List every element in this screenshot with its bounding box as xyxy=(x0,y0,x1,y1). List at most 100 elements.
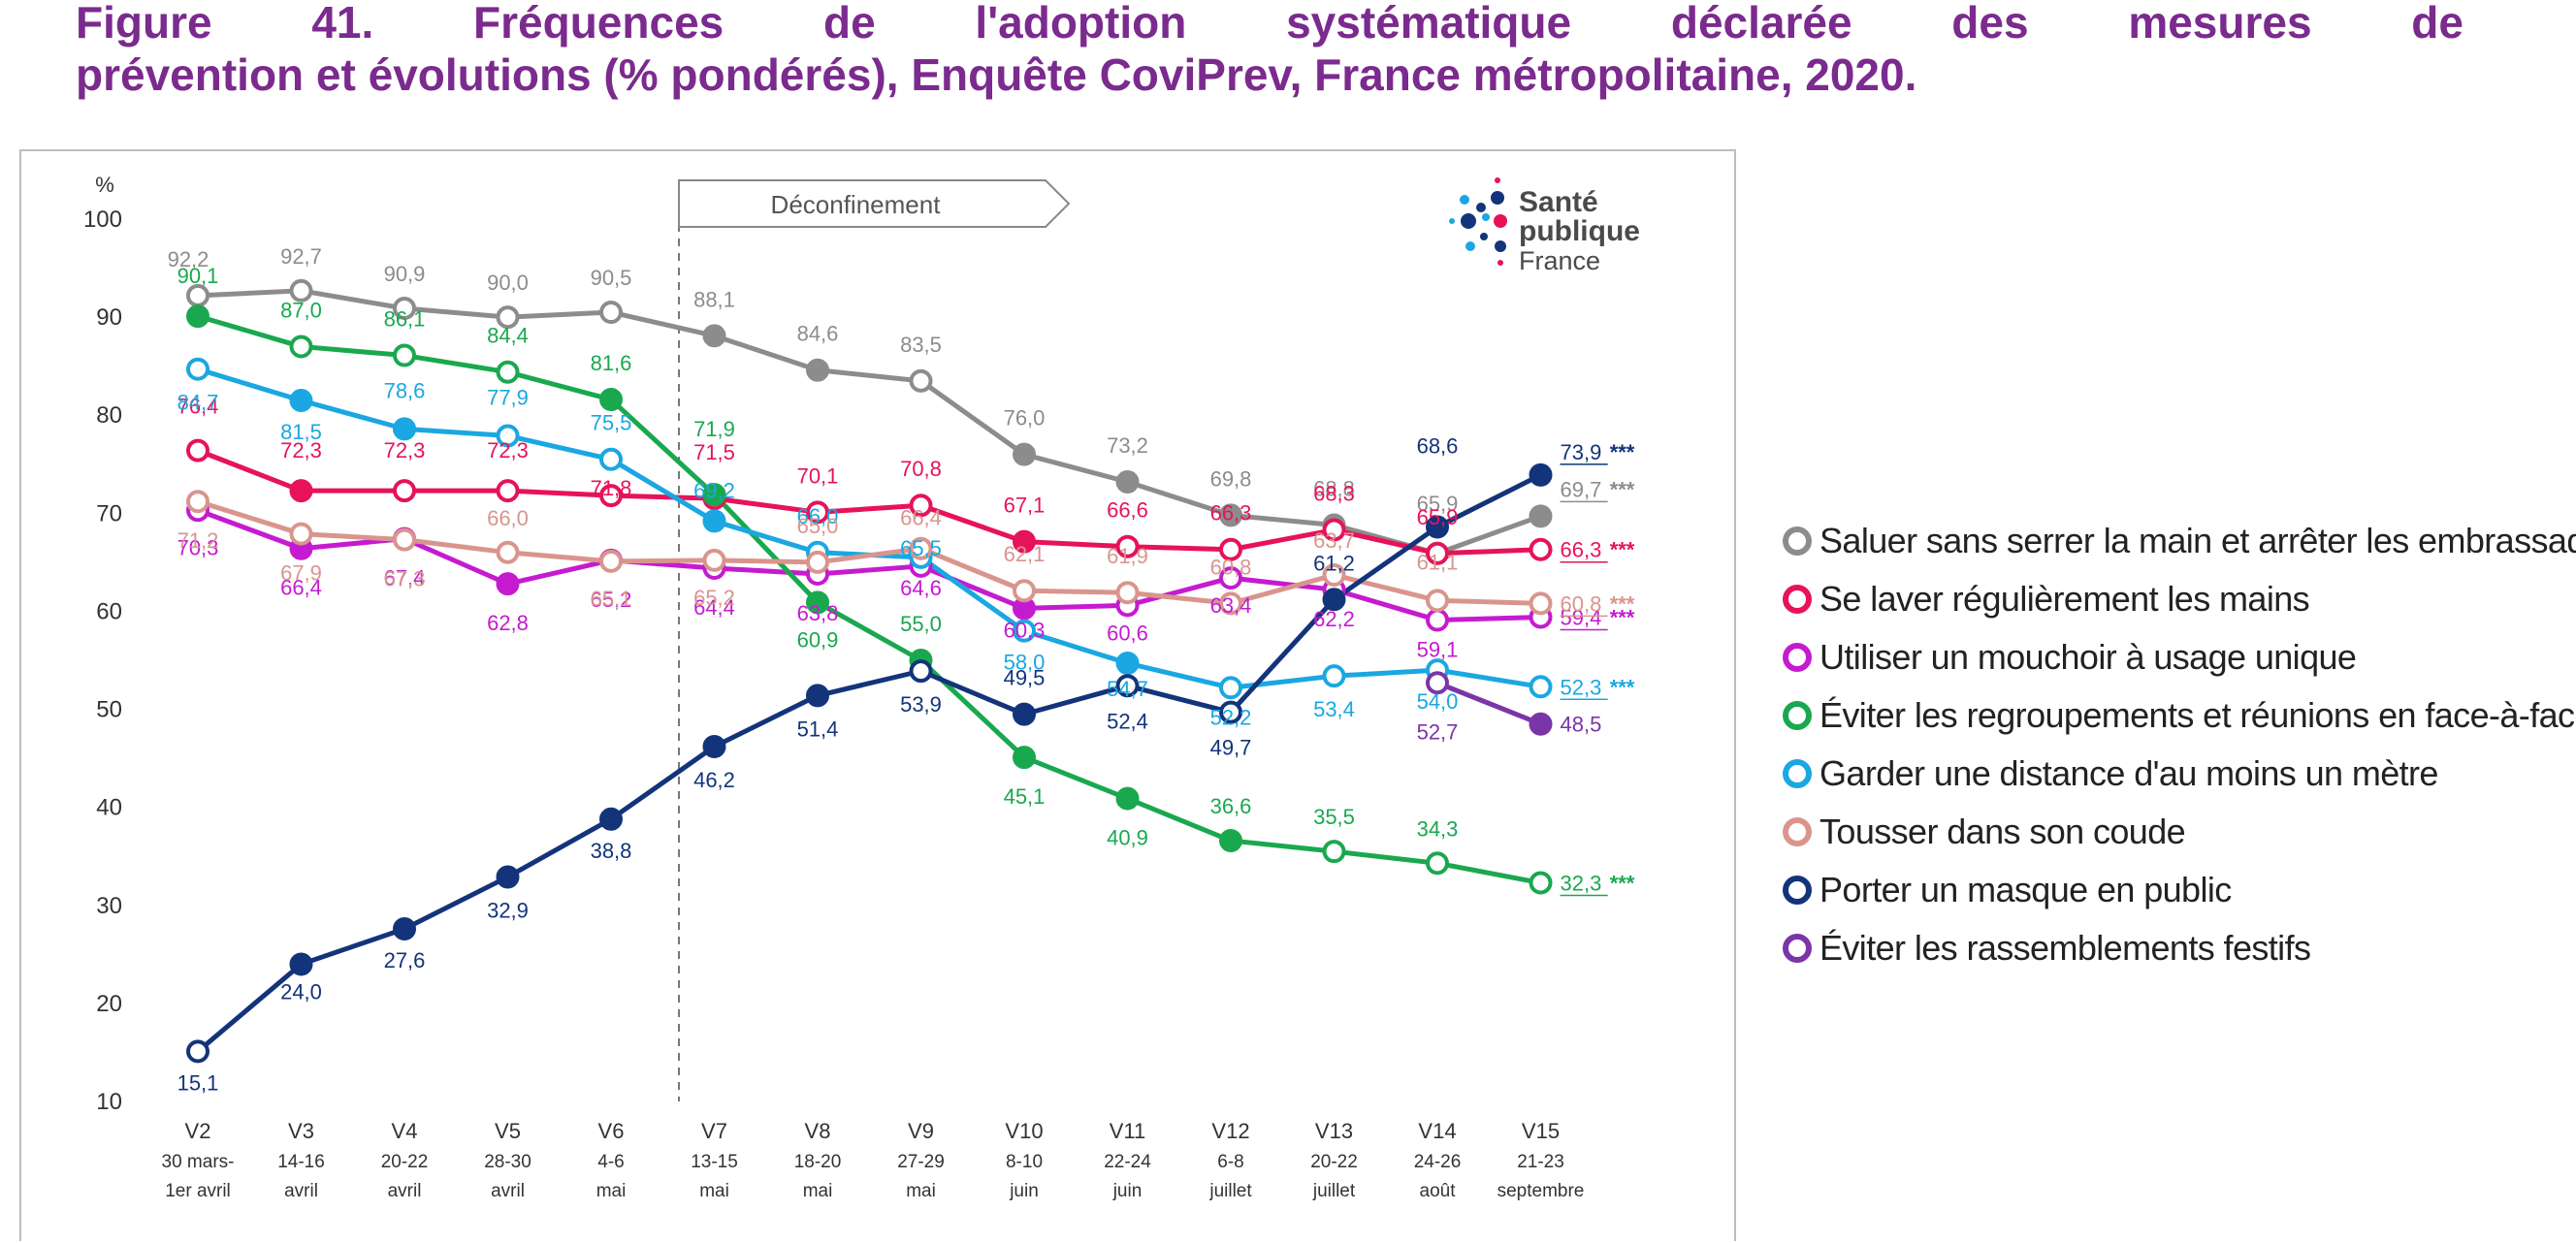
series-6-point xyxy=(1529,591,1553,616)
series-1-point xyxy=(186,283,209,307)
axis-layer: % 10 20 30 40 50 60 70 80 90 100 V2 30 mars- 1er avri… xyxy=(83,173,1584,1201)
legend-marker-icon xyxy=(1783,934,1812,963)
series-4-data-label: 90,1 xyxy=(177,264,219,288)
legend-item: Garder une distance d'au moins un mètre xyxy=(1781,745,2576,803)
x-tick-label: V6 xyxy=(598,1119,625,1143)
y-tick-label: 40 xyxy=(96,795,122,821)
x-tick-label: 24-26 xyxy=(1414,1152,1462,1172)
legend-item: Saluer sans serrer la main et arrêter le… xyxy=(1781,512,2576,570)
series-6-point xyxy=(806,550,829,574)
series-6-point xyxy=(1219,591,1242,616)
series-1-point xyxy=(702,324,726,348)
legend-label: Garder une distance d'au moins un mètre xyxy=(1819,753,2438,793)
series-2-point xyxy=(1115,534,1140,558)
series-1-data-label: 90,0 xyxy=(487,271,529,295)
series-7-point xyxy=(1529,462,1553,487)
series-1-point xyxy=(393,297,416,321)
series-3-point xyxy=(496,572,520,596)
series-3-data-label: 66,4 xyxy=(280,576,322,600)
series-1-point xyxy=(1115,469,1140,494)
series-7-point xyxy=(599,807,623,831)
series-7-data-label: 53,9 xyxy=(900,692,942,717)
legend-item: Éviter les rassemblements festifs xyxy=(1781,919,2576,977)
series-6-point xyxy=(393,527,416,552)
series-6-data-label: 67,9 xyxy=(280,561,322,586)
series-6-data-label: 62,1 xyxy=(1004,542,1046,566)
series-2-data-label: 76,4 xyxy=(177,395,219,419)
series-7-data-label: 61,2 xyxy=(1313,551,1355,575)
series-4-point xyxy=(1219,829,1242,853)
legend-marker-icon xyxy=(1783,585,1812,614)
legend-item: Utiliser un mouchoir à usage unique xyxy=(1781,628,2576,686)
series-5-point xyxy=(186,357,209,381)
series-7-data-label: 52,4 xyxy=(1107,709,1148,733)
legend-label: Saluer sans serrer la main et arrêter le… xyxy=(1819,521,2576,560)
series-6-data-label: 66,0 xyxy=(487,506,529,530)
legend-label: Se laver régulièrement les mains xyxy=(1819,579,2310,619)
x-tick-label: V15 xyxy=(1522,1119,1560,1143)
series-5-point xyxy=(1322,664,1346,688)
series-4-point xyxy=(1322,840,1346,864)
logo-text-line-3: France xyxy=(1519,246,1600,275)
x-tick-label: avril xyxy=(284,1181,318,1201)
series-5-point xyxy=(702,509,726,533)
series-2-point xyxy=(599,484,623,508)
series-4-point xyxy=(599,388,623,412)
legend-label: Porter un masque en public xyxy=(1819,870,2232,909)
series-5-point xyxy=(599,447,623,471)
series-7-line xyxy=(196,472,1542,1054)
series-7-point xyxy=(1219,700,1242,724)
series-1-point xyxy=(1529,504,1553,528)
series-3-data-label: 59,4 xyxy=(1561,606,1602,630)
x-tick-label: V10 xyxy=(1005,1119,1043,1143)
series-3-significance-marker: *** xyxy=(1610,606,1635,630)
series-5-data-label: 78,6 xyxy=(384,378,426,402)
series-1-point xyxy=(289,278,313,303)
x-tick-label: V13 xyxy=(1315,1119,1353,1143)
series-5-point xyxy=(393,417,416,441)
legend-item: Tousser dans son coude xyxy=(1781,803,2576,861)
series-5-data-label: 52,2 xyxy=(1210,705,1252,729)
series-2-data-label: 66,6 xyxy=(1107,498,1148,523)
x-tick-label: V14 xyxy=(1418,1119,1456,1143)
series-2-point xyxy=(909,494,933,518)
x-tick-label: 20-22 xyxy=(381,1152,429,1172)
series-7-data-label: 68,6 xyxy=(1417,433,1459,458)
series-4-point xyxy=(806,590,829,615)
x-tick-label: 8-10 xyxy=(1006,1152,1043,1172)
series-3-data-label: 70,3 xyxy=(177,535,219,559)
series-4-data-label: 71,9 xyxy=(693,417,735,441)
series-2-point xyxy=(1426,541,1449,565)
deconfinement-arrow xyxy=(678,179,1071,228)
series-6-point xyxy=(1322,563,1346,588)
series-2-point xyxy=(289,479,313,503)
legend-item: Porter un masque en public xyxy=(1781,861,2576,919)
series-7-data-label: 49,7 xyxy=(1210,736,1252,760)
series-1-significance-marker: *** xyxy=(1610,477,1635,501)
legend-label: Utiliser un mouchoir à usage unique xyxy=(1819,637,2357,677)
series-1-point xyxy=(496,305,520,330)
series-2-data-label: 67,1 xyxy=(1004,494,1046,518)
series-4-data-label: 36,6 xyxy=(1210,794,1252,818)
series-2-data-label: 71,8 xyxy=(591,476,632,500)
series-4-point xyxy=(1013,746,1036,770)
y-tick-label: 90 xyxy=(96,304,122,331)
series-7-data-label: 38,8 xyxy=(591,839,632,863)
series-3-line xyxy=(197,507,1541,623)
series-6-data-label: 65,2 xyxy=(693,586,735,610)
x-tick-label: 14-16 xyxy=(277,1152,325,1172)
y-tick-label: 100 xyxy=(83,207,122,233)
series-4-point xyxy=(1115,786,1140,811)
series-7-point xyxy=(1322,588,1346,612)
x-tick-label: V5 xyxy=(495,1119,521,1143)
series-3-data-label: 64,6 xyxy=(900,576,942,600)
series-3-data-label: 60,3 xyxy=(1004,618,1046,642)
series-5-point xyxy=(1219,676,1242,700)
series-5-data-label: 52,3 xyxy=(1561,675,1602,699)
series-5-point xyxy=(1529,675,1553,699)
x-tick-label: mai xyxy=(906,1181,936,1201)
series-4-point xyxy=(496,360,520,384)
y-tick-label: 20 xyxy=(96,991,122,1017)
series-1-data-label: 69,7 xyxy=(1561,477,1602,501)
series-6-point xyxy=(1115,581,1140,605)
